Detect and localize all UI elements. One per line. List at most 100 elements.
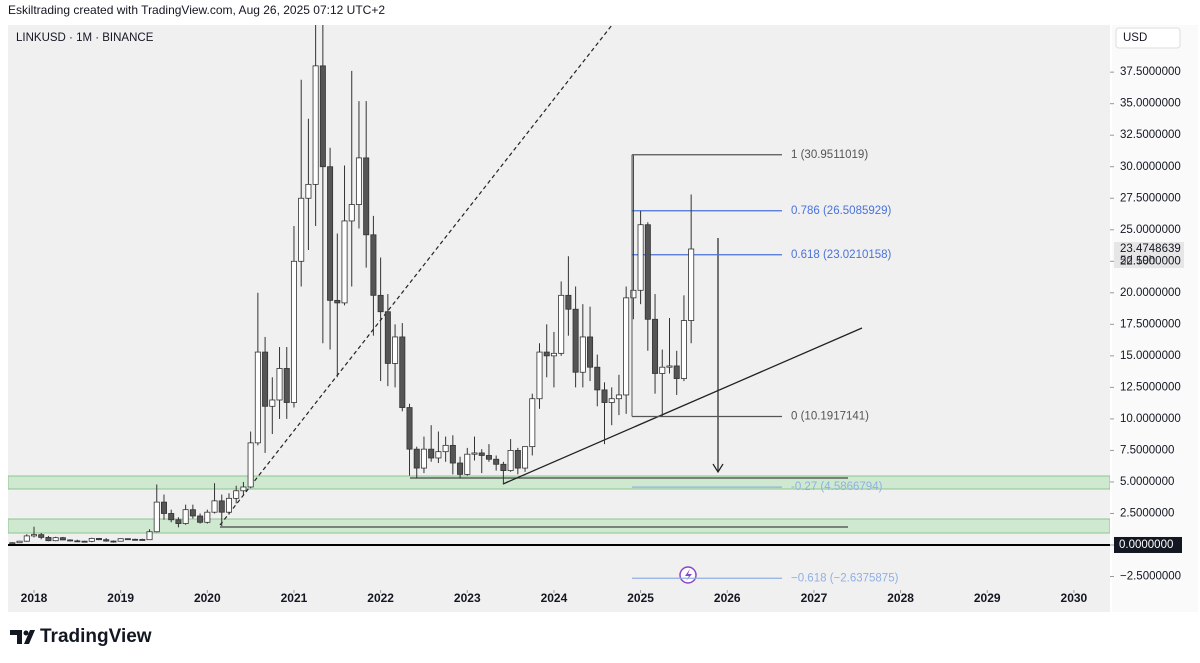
candle-body <box>355 157 362 205</box>
candle-body <box>565 294 572 310</box>
candle-body <box>16 540 23 544</box>
candle-body <box>449 444 456 464</box>
candle-body <box>52 537 59 542</box>
candle-body <box>471 452 478 455</box>
candle-body <box>572 308 579 373</box>
y-tick-label: 15.0000000 <box>1120 350 1181 362</box>
x-tick-label: 2024 <box>541 591 568 605</box>
x-tick-label: 2021 <box>281 591 308 605</box>
y-tick-label: 17.5000000 <box>1120 318 1181 330</box>
candle-body <box>59 537 66 541</box>
candle-body <box>38 534 45 538</box>
candle-body <box>81 540 88 543</box>
arrow-head <box>712 463 724 474</box>
candle-body <box>319 65 326 168</box>
candle-body <box>204 511 211 523</box>
x-tick-label: 2023 <box>454 591 481 605</box>
fib-label: −0.618 (−2.6375875) <box>791 572 899 584</box>
candle-body <box>464 453 471 475</box>
candle-body <box>428 448 435 459</box>
candle-body <box>160 501 167 514</box>
x-tick-label: 2029 <box>974 591 1001 605</box>
candle-body <box>615 394 622 400</box>
candle-body <box>500 463 507 471</box>
y-tick-label: 32.5000000 <box>1120 129 1181 141</box>
candle-body <box>247 442 254 488</box>
price-axis <box>1112 25 1198 612</box>
candle-body <box>370 234 377 296</box>
candle-body <box>110 540 117 543</box>
symbol-title: LINKUSD · 1M · BINANCE <box>16 32 154 44</box>
candle-body <box>529 398 536 448</box>
candle-body <box>240 486 247 492</box>
support-zone <box>8 518 1110 534</box>
y-tick-label: 37.5000000 <box>1120 66 1181 78</box>
candle-body <box>666 365 673 368</box>
y-tick-label: −2.5000000 <box>1120 571 1181 583</box>
candle-body <box>168 513 175 521</box>
candle-body <box>652 318 659 374</box>
price-badge <box>1114 242 1184 268</box>
candle-body <box>536 351 543 400</box>
candle-body <box>688 248 695 321</box>
candle-body <box>673 365 680 379</box>
candle-body <box>630 289 637 299</box>
candle-body <box>233 490 240 499</box>
x-tick-label: 2018 <box>21 591 48 605</box>
candle-body <box>175 519 182 524</box>
candle-body <box>478 452 485 456</box>
candle-body <box>485 455 492 460</box>
candle-body <box>637 224 644 291</box>
candle-body <box>420 448 427 469</box>
y-tick-label: 25.0000000 <box>1120 224 1181 236</box>
fib-label: 0.618 (23.0210158) <box>791 249 892 261</box>
fib-label: -0.27 (4.5866794) <box>791 481 883 493</box>
candle-body <box>276 368 283 401</box>
countdown: 5d 19h <box>1120 255 1155 267</box>
currency: USD <box>1123 32 1147 44</box>
y-tick-label: 12.5000000 <box>1120 381 1181 393</box>
candle-body <box>392 336 399 364</box>
candle-body <box>74 540 81 543</box>
candle-body <box>543 351 550 357</box>
candle-body <box>341 220 348 304</box>
candle-body <box>182 509 189 524</box>
x-tick-label: 2027 <box>801 591 828 605</box>
y-tick-label: 2.5000000 <box>1120 507 1174 519</box>
candle-body <box>124 538 131 541</box>
credit: Eskiltrading created with TradingView.co… <box>8 3 385 17</box>
candle-body <box>298 197 305 262</box>
candle-body <box>211 500 218 513</box>
candle-body <box>283 368 290 403</box>
candle-body <box>254 351 261 444</box>
y-tick-label: 30.0000000 <box>1120 161 1181 173</box>
support-zone <box>8 475 1110 490</box>
y-tick-label: 10.0000000 <box>1120 413 1181 425</box>
candle-body <box>334 299 341 304</box>
x-tick-label: 2026 <box>714 591 741 605</box>
fib-label: 0 (10.1917141) <box>791 411 869 423</box>
y-tick-label: 5.0000000 <box>1120 476 1174 488</box>
candle-body <box>514 450 521 469</box>
plot: 1 (30.9511019) 0.786 (26.5085929) 0.618 (2… <box>8 25 1110 584</box>
candle-body <box>659 366 666 374</box>
candle-body <box>197 515 204 523</box>
y-tick-label: 27.5000000 <box>1120 192 1181 204</box>
logo-mark <box>10 630 35 644</box>
x-tick-label: 2022 <box>367 591 394 605</box>
x-tick-label: 2020 <box>194 591 221 605</box>
candle-body <box>550 352 557 357</box>
candle-body <box>579 336 586 373</box>
last-price: 23.4748639 <box>1120 243 1181 255</box>
candle-body <box>399 336 406 408</box>
candle-body <box>95 538 102 541</box>
candle-body <box>327 166 334 301</box>
x-tick-label: 2019 <box>107 591 134 605</box>
candle-body <box>312 65 319 185</box>
logo: TradingView <box>10 626 152 647</box>
candle-body <box>435 451 442 459</box>
candle-body <box>377 294 384 313</box>
candle-body <box>413 448 420 469</box>
candle-body <box>88 538 95 542</box>
candle-body <box>189 509 196 517</box>
